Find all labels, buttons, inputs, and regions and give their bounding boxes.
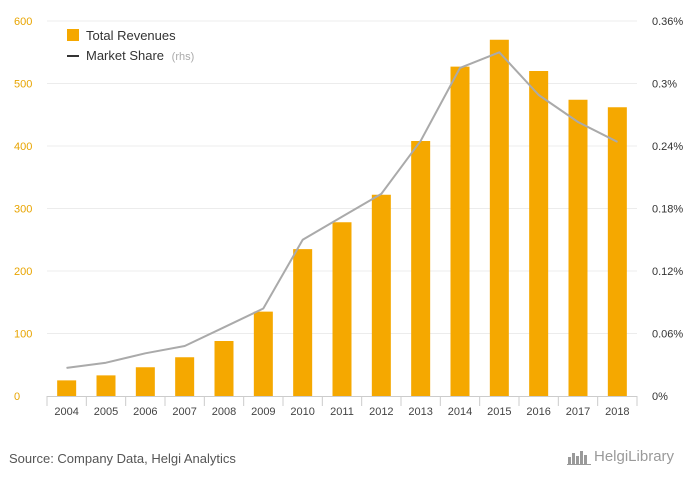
- x-tick-label: 2006: [133, 406, 157, 418]
- bar: [450, 66, 470, 396]
- y-tick-right: 0.3%: [652, 79, 677, 91]
- line-point: [144, 352, 146, 354]
- x-tick-label: 2011: [330, 406, 354, 418]
- legend-label-revenues: Total Revenues: [86, 28, 176, 43]
- y-tick-right: 0.18%: [652, 204, 683, 216]
- y-tick-left: 600: [14, 16, 32, 28]
- svg-text:Market Share (rhs): Market Share (rhs): [86, 48, 194, 63]
- bar: [411, 141, 431, 396]
- y-tick-right: 0.06%: [652, 329, 683, 341]
- x-tick-label: 2013: [408, 406, 432, 418]
- bars-group: [57, 39, 627, 396]
- line-point: [577, 121, 579, 123]
- bar: [607, 107, 627, 396]
- x-tick-label: 2014: [448, 406, 472, 418]
- x-tick-label: 2004: [54, 406, 78, 418]
- bar: [332, 222, 352, 396]
- y-tick-left: 500: [14, 79, 32, 91]
- line-point: [184, 345, 186, 347]
- legend-swatch-revenues: [67, 29, 79, 41]
- bar: [57, 380, 77, 396]
- y-tick-right: 0%: [652, 391, 668, 403]
- x-tick-label: 2008: [212, 406, 236, 418]
- legend: Total Revenues Market Share (rhs): [67, 28, 194, 63]
- line-point: [380, 193, 382, 195]
- y-tick-right: 0.36%: [652, 16, 683, 28]
- x-tick-label: 2005: [94, 406, 118, 418]
- line-point: [66, 367, 68, 369]
- line-point: [223, 326, 225, 328]
- line-group: [66, 51, 618, 369]
- line-point: [105, 362, 107, 364]
- bar: [253, 311, 273, 396]
- bar: [214, 341, 234, 396]
- bar: [175, 357, 195, 396]
- bar: [529, 71, 549, 396]
- y-tick-left: 100: [14, 329, 32, 341]
- bar: [135, 367, 155, 396]
- x-tick-label: 2010: [290, 406, 314, 418]
- line-point: [302, 239, 304, 241]
- bar: [96, 375, 116, 396]
- y-tick-right: 0.12%: [652, 266, 683, 278]
- bar: [568, 99, 588, 396]
- legend-label-rhs: (rhs): [172, 51, 195, 63]
- axes-group: 0 100 200 300 400 500 600 0% 0.06% 0.12% 0.18% 0.24…: [14, 16, 683, 418]
- line-point: [420, 140, 422, 142]
- y-tick-left: 400: [14, 141, 32, 153]
- line-point: [538, 94, 540, 96]
- line-point: [341, 216, 343, 218]
- x-tick-label: 2018: [605, 406, 629, 418]
- y-tick-left: 0: [14, 391, 20, 403]
- x-tick-label: 2015: [487, 406, 511, 418]
- x-tick-label: 2016: [526, 406, 550, 418]
- x-tick-label: 2007: [172, 406, 196, 418]
- line-point: [498, 51, 500, 53]
- y-tick-right: 0.24%: [652, 141, 683, 153]
- line-point: [262, 308, 264, 309]
- y-tick-left: 200: [14, 266, 32, 278]
- logo-text: HelgiLibrary: [594, 448, 675, 465]
- x-tick-label: 2012: [369, 406, 393, 418]
- legend-label-market-share: Market Share: [86, 48, 164, 63]
- line-point: [616, 141, 618, 143]
- city-skyline-icon: [567, 450, 591, 465]
- bar: [293, 249, 313, 396]
- helgi-library-logo: HelgiLibrary: [567, 448, 674, 465]
- bar: [489, 39, 509, 396]
- x-tick-label: 2009: [251, 406, 275, 418]
- source-note: Source: Company Data, Helgi Analytics: [9, 451, 236, 466]
- line-point: [459, 67, 461, 69]
- x-tick-label: 2017: [566, 406, 590, 418]
- bar: [371, 194, 391, 396]
- y-tick-left: 300: [14, 204, 32, 216]
